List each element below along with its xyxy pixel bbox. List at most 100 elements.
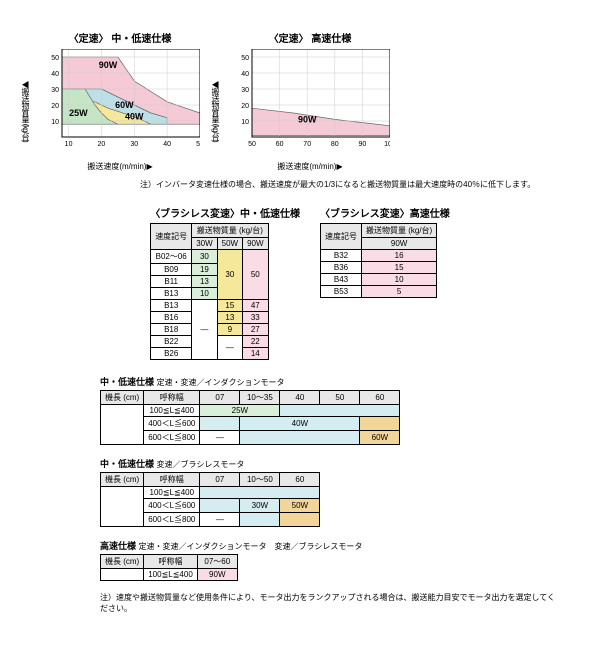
svg-text:50: 50 bbox=[51, 55, 59, 62]
row-label: 400＜L≦600 bbox=[144, 499, 200, 513]
data-cell bbox=[200, 487, 320, 499]
table-row: B3615 bbox=[321, 262, 437, 274]
head-cell: 呼称幅 bbox=[144, 555, 198, 569]
chart-svg: 1020304050102030405090W60W40W25W bbox=[40, 49, 200, 159]
data-cell bbox=[280, 405, 400, 417]
chart-wrap: 〈定速〉 高速仕様 ◀搬送物質量 (kg/台) 5060708090100102… bbox=[230, 30, 390, 172]
svg-text:20: 20 bbox=[98, 141, 106, 148]
spacer-cell bbox=[101, 569, 144, 581]
data-cell: 40W bbox=[240, 417, 360, 431]
col-header: 90W bbox=[362, 238, 437, 250]
spacer-cell bbox=[101, 405, 144, 445]
motor-table: 機長 (cm)呼称幅 0710～35405060100≦L≦40025W400＜… bbox=[100, 390, 400, 445]
data-cell: — bbox=[200, 431, 240, 445]
brushless-table: 〈ブラシレス変速〉高速仕様 速度記号 搬送物質量 (kg/台) 90WB3216… bbox=[320, 205, 450, 298]
svg-text:80: 80 bbox=[331, 141, 339, 148]
data-table: 速度記号搬送物質量 (kg/台) 30W50W90W B02～06303050 … bbox=[150, 223, 268, 360]
motor-table: 機長 (cm)呼称幅 0710～5060100≦L≦400400＜L≦60030… bbox=[100, 472, 320, 527]
data-cell bbox=[280, 513, 320, 527]
brushless-table: 〈ブラシレス変速〉中・低速仕様 速度記号搬送物質量 (kg/台) 30W50W9… bbox=[150, 205, 300, 360]
col-header: 50 bbox=[320, 391, 360, 405]
table-title: 〈ブラシレス変速〉中・低速仕様 bbox=[150, 205, 300, 220]
data-cell bbox=[360, 417, 400, 431]
data-cell bbox=[200, 417, 240, 431]
chart-wrap: 〈定速〉 中・低速仕様 ◀搬送物質量 (kg/台) 10203040501020… bbox=[40, 30, 200, 172]
data-cell: 16 bbox=[362, 250, 437, 262]
col-header: 40 bbox=[280, 391, 320, 405]
data-cell bbox=[200, 499, 240, 513]
motor-title: 中・低速仕様 定速・変速／インダクションモータ bbox=[100, 375, 560, 388]
head-cell: 機長 (cm) bbox=[101, 473, 144, 487]
charts-row: 〈定速〉 中・低速仕様 ◀搬送物質量 (kg/台) 10 20 30 40 50 10 20… bbox=[40, 30, 560, 172]
svg-text:50: 50 bbox=[248, 141, 256, 148]
row-label: B43 bbox=[321, 274, 362, 286]
table-row: 100≦L≦40090W bbox=[101, 569, 238, 581]
table-title: 〈ブラシレス変速〉高速仕様 bbox=[320, 205, 450, 220]
svg-text:30: 30 bbox=[51, 87, 59, 94]
svg-text:10: 10 bbox=[241, 119, 249, 126]
head-cell: 呼称幅 bbox=[144, 391, 200, 405]
row-label: B36 bbox=[321, 262, 362, 274]
brushless-tables: 〈ブラシレス変速〉中・低速仕様 速度記号搬送物質量 (kg/台) 30W50W9… bbox=[40, 205, 560, 360]
table-row: 100≦L≦40025W bbox=[101, 405, 400, 417]
head-cell: 呼称幅 bbox=[144, 473, 200, 487]
data-cell: 60W bbox=[360, 431, 400, 445]
chart-area: ◀搬送物質量 (kg/台) 5060708090100102030405090W… bbox=[230, 49, 390, 172]
svg-text:50: 50 bbox=[241, 55, 249, 62]
col-header: 07～60 bbox=[197, 555, 237, 569]
col-header: 07 bbox=[200, 391, 240, 405]
svg-text:50: 50 bbox=[196, 141, 200, 148]
motor-section: 中・低速仕様 変速／ブラシレスモータ 機長 (cm)呼称幅 0710～50601… bbox=[100, 457, 560, 527]
data-table: 速度記号 搬送物質量 (kg/台) 90WB3216B3615B4310B535 bbox=[320, 223, 437, 298]
chart-title: 〈定速〉 高速仕様 bbox=[230, 30, 390, 45]
svg-text:40: 40 bbox=[163, 141, 171, 148]
header-cell: 速度記号 bbox=[321, 224, 362, 250]
svg-text:20: 20 bbox=[51, 103, 59, 110]
col-header: 60 bbox=[280, 473, 320, 487]
row-label: 100≦L≦400 bbox=[144, 487, 200, 499]
svg-text:40: 40 bbox=[51, 71, 59, 78]
footer-note: 注）速度や搬送物質量など使用条件により、モータ出力をランクアップされる場合は、搬… bbox=[100, 593, 560, 614]
col-header: 10～35 bbox=[240, 391, 280, 405]
row-label: 100≦L≦400 bbox=[144, 569, 198, 581]
svg-text:40W: 40W bbox=[125, 111, 144, 121]
data-cell: — bbox=[200, 513, 240, 527]
table-row: B535 bbox=[321, 286, 437, 298]
data-cell: 10 bbox=[362, 274, 437, 286]
svg-text:90: 90 bbox=[359, 141, 367, 148]
header-cell: 搬送物質量 (kg/台) bbox=[362, 224, 437, 238]
chart-area: ◀搬送物質量 (kg/台) 1020304050102030405090W60W… bbox=[40, 49, 200, 172]
table-row: 100≦L≦400 bbox=[101, 487, 320, 499]
svg-text:10: 10 bbox=[65, 141, 73, 148]
data-cell: 90W bbox=[197, 569, 237, 581]
table-row: 600＜L≦800— 60W bbox=[101, 431, 400, 445]
table-row: 400＜L≦600 40W bbox=[101, 417, 400, 431]
motor-section: 中・低速仕様 定速・変速／インダクションモータ 機長 (cm)呼称幅 0710～… bbox=[100, 375, 560, 445]
motor-section: 高速仕様 定速・変速／インダクションモータ 変速／ブラシレスモータ 機長 (cm… bbox=[100, 539, 560, 581]
chart-svg: 5060708090100102030405090W bbox=[230, 49, 390, 159]
svg-text:10: 10 bbox=[51, 119, 59, 126]
svg-text:70: 70 bbox=[303, 141, 311, 148]
x-label: 搬送速度(m/min)▶ bbox=[40, 161, 200, 172]
y-label: ◀搬送物質量 (kg/台) bbox=[210, 80, 221, 141]
y-label: ◀搬送物質量 (kg/台) bbox=[20, 80, 31, 141]
motor-table: 機長 (cm)呼称幅 07～60100≦L≦40090W bbox=[100, 554, 238, 581]
spacer-cell bbox=[101, 487, 144, 527]
data-cell: 30W bbox=[240, 499, 280, 513]
data-cell bbox=[240, 513, 280, 527]
svg-text:60: 60 bbox=[276, 141, 284, 148]
table-row: B4310 bbox=[321, 274, 437, 286]
motor-sections: 中・低速仕様 定速・変速／インダクションモータ 機長 (cm)呼称幅 0710～… bbox=[40, 375, 560, 581]
row-label: 400＜L≦600 bbox=[144, 417, 200, 431]
chart-title: 〈定速〉 中・低速仕様 bbox=[40, 30, 200, 45]
svg-text:90W: 90W bbox=[99, 60, 118, 70]
motor-title: 高速仕様 定速・変速／インダクションモータ 変速／ブラシレスモータ bbox=[100, 539, 560, 552]
svg-text:90W: 90W bbox=[298, 115, 317, 125]
data-cell: 15 bbox=[362, 262, 437, 274]
row-label: 600＜L≦800 bbox=[144, 431, 200, 445]
data-cell bbox=[240, 431, 360, 445]
row-label: B53 bbox=[321, 286, 362, 298]
x-label: 搬送速度(m/min)▶ bbox=[230, 161, 390, 172]
data-cell: 25W bbox=[200, 405, 280, 417]
head-cell: 機長 (cm) bbox=[101, 391, 144, 405]
